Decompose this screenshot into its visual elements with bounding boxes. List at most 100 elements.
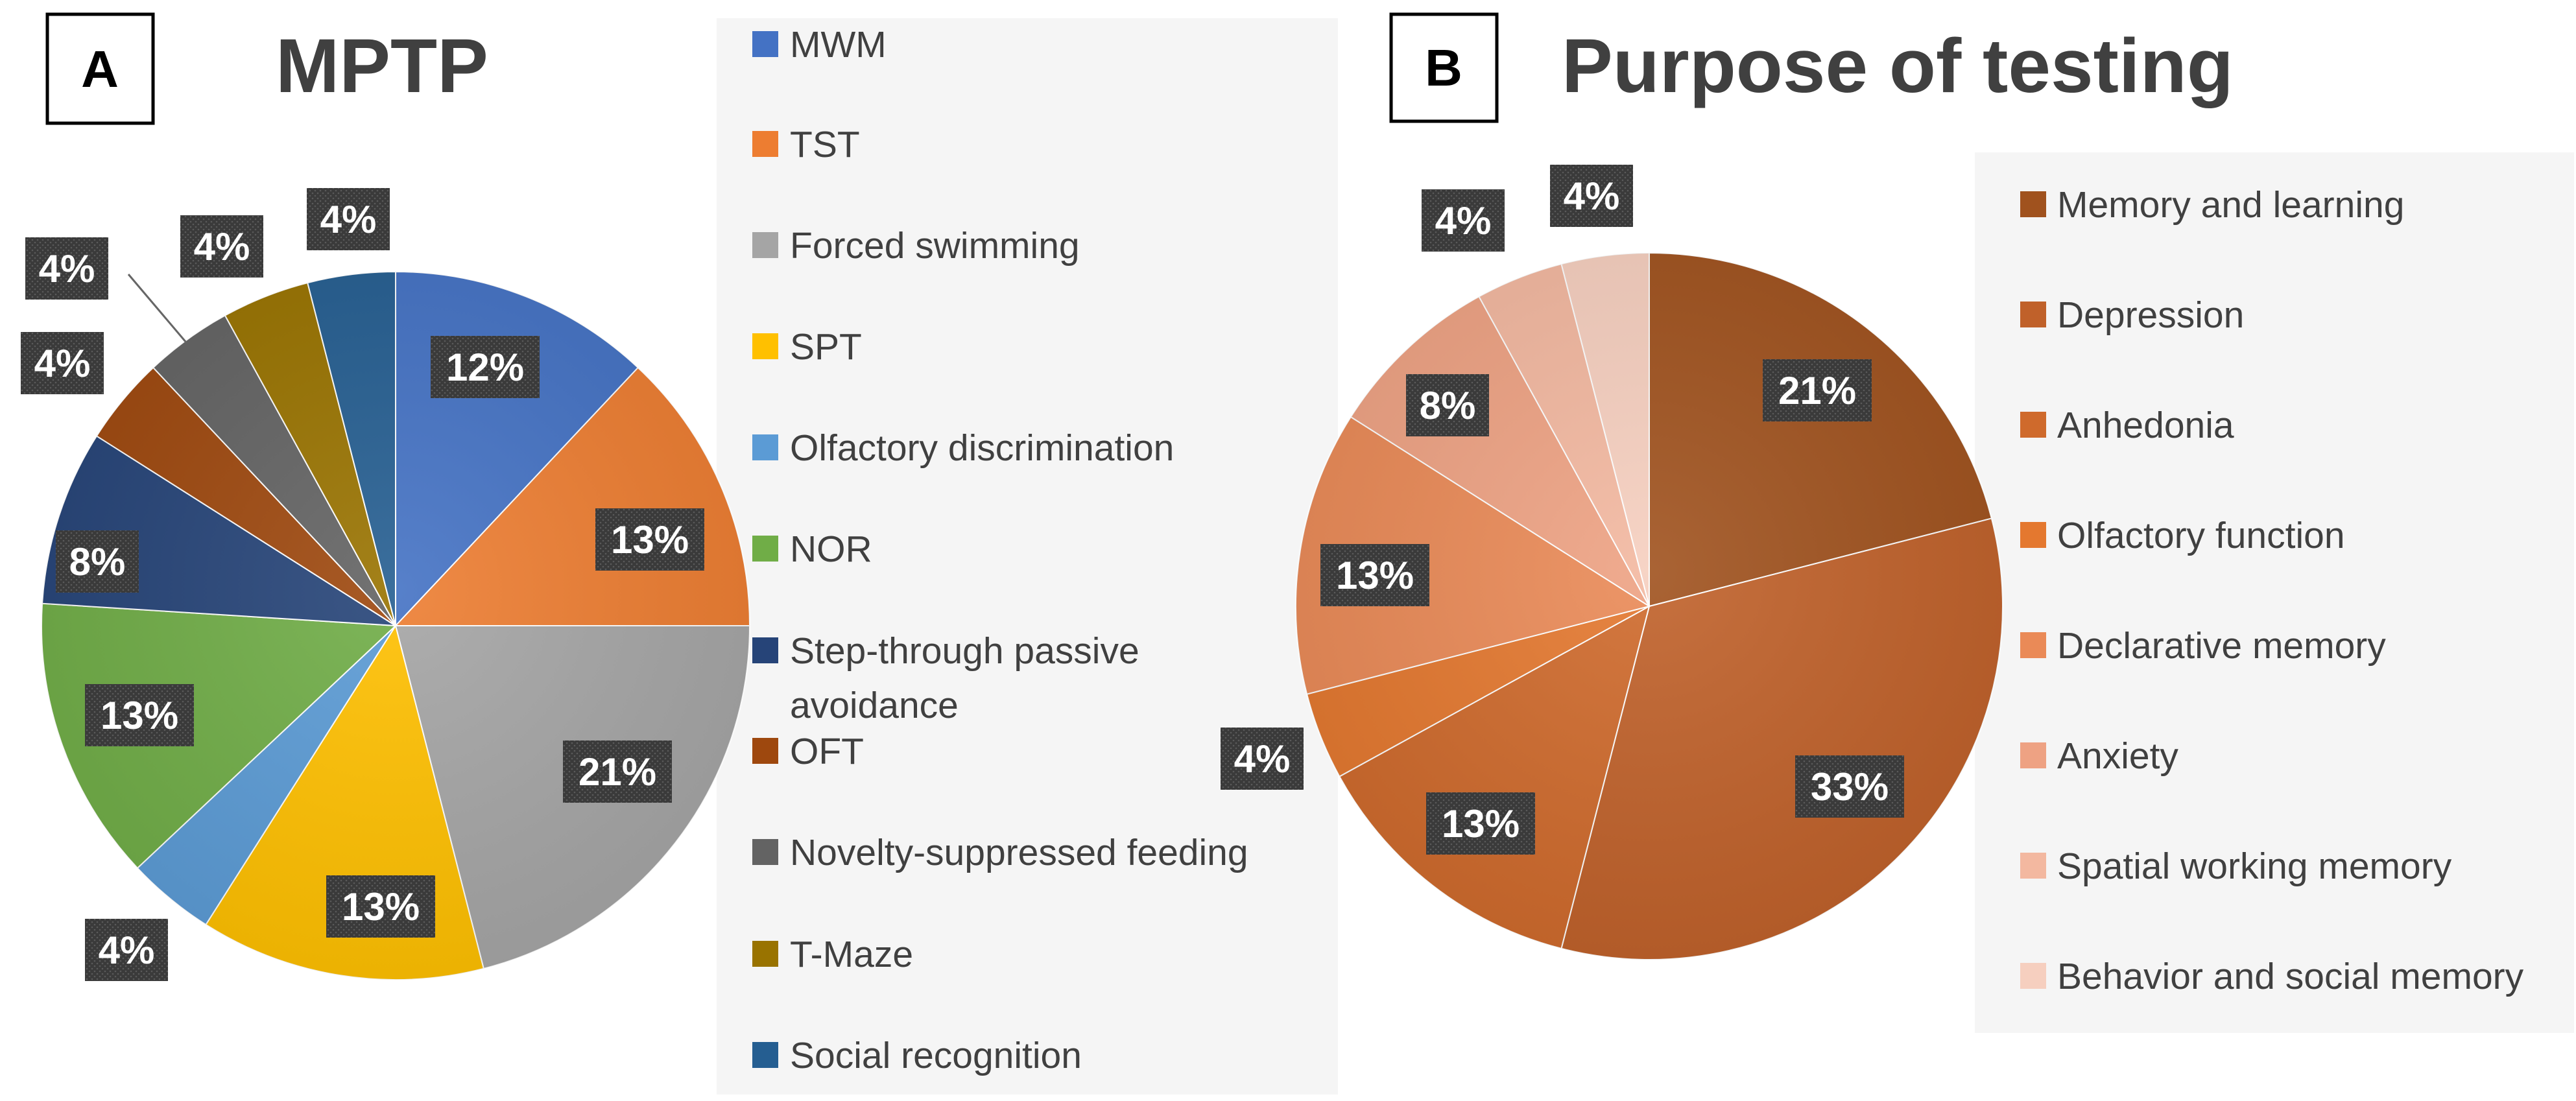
legend-label: NOR <box>790 528 872 570</box>
data-label-background <box>180 215 263 278</box>
panel-a-data-label-forced-swimming: 21% <box>563 740 672 803</box>
panel-a-data-label-olfactory-discrimination: 4% <box>85 919 168 981</box>
panel-b: B Purpose of testing Memory and learning… <box>1221 12 2574 1033</box>
panel-a-title: MPTP <box>276 23 488 109</box>
legend-label: TST <box>790 124 860 165</box>
legend-label: Olfactory discrimination <box>790 427 1174 469</box>
data-label-text: 4% <box>1234 737 1291 781</box>
panel-a-data-label-tst: 13% <box>595 508 704 571</box>
panel-a-data-label-novelty-suppressed-feeding: 4% <box>25 237 108 300</box>
data-label-background <box>85 684 194 746</box>
legend-swatch <box>752 536 778 562</box>
panel-a: A MPTP MWM TST Forced swimming SPT Olfactory… <box>21 12 1338 1095</box>
panel-a-legend-item-spt: SPT <box>752 326 862 368</box>
legend-label: Anhedonia <box>2057 405 2234 446</box>
data-label-background <box>1550 165 1633 227</box>
data-label-text: 12% <box>446 346 524 389</box>
panel-b-legend-item-depression: Depression <box>2020 294 2244 336</box>
panel-b-legend-item-anhedonia: Anhedonia <box>2020 405 2234 446</box>
panel-a-data-labels: 12% 13% 21% 13% 4% 13% 8% 4% 4% 4% 4% <box>21 188 704 981</box>
panel-b-data-label-declarative-memory: 13% <box>1320 544 1429 606</box>
data-label-background <box>1422 189 1505 252</box>
data-label-background <box>595 508 704 571</box>
legend-swatch <box>752 637 778 663</box>
panel-a-data-label-spt: 13% <box>326 875 435 938</box>
legend-swatch <box>2020 191 2046 217</box>
data-label-background <box>431 336 540 398</box>
legend-swatch <box>752 1042 778 1068</box>
panel-b-data-label-olfactory-function: 4% <box>1221 728 1304 790</box>
panel-a-legend-item-step-through-passive-avoidance: Step-through passive avoidance <box>752 630 1139 726</box>
panel-a-legend-item-social-recognition: Social recognition <box>752 1035 1082 1076</box>
panel-b-legend: Memory and learning Depression Anhedonia Ol… <box>2020 184 2524 997</box>
legend-swatch <box>2020 522 2046 548</box>
panel-a-letter-box <box>45 12 155 125</box>
panel-b-data-label-anxiety: 8% <box>1406 374 1489 436</box>
legend-label: OFT <box>790 731 864 772</box>
data-label-text: 4% <box>320 198 377 241</box>
legend-swatch <box>752 333 778 359</box>
panel-a-leader-line <box>127 274 187 343</box>
legend-label: Behavior and social memory <box>2057 956 2524 997</box>
data-label-text: 33% <box>1811 765 1889 809</box>
data-label-text: 13% <box>611 518 689 562</box>
legend-label: Step-through passive avoidance <box>790 630 1139 726</box>
legend-swatch <box>2020 632 2046 658</box>
panel-a-data-label-mwm: 12% <box>431 336 540 398</box>
data-label-text: 4% <box>99 929 155 972</box>
legend-swatch <box>2020 302 2046 327</box>
legend-swatch <box>2020 742 2046 768</box>
panel-b-data-labels: 21% 33% 13% 4% 13% 8% 4% 4% <box>1221 165 1904 855</box>
data-label-background <box>1763 359 1872 421</box>
data-label-background <box>85 919 168 981</box>
panel-a-legend-item-forced-swimming: Forced swimming <box>752 225 1080 266</box>
panel-b-legend-item-memory-and-learning: Memory and learning <box>2020 184 2404 226</box>
data-label-text: 4% <box>1435 199 1492 243</box>
panel-a-legend-item-oft: OFT <box>752 731 864 772</box>
legend-swatch <box>752 232 778 258</box>
panel-a-data-label-t-maze: 4% <box>180 215 263 278</box>
legend-swatch <box>752 941 778 967</box>
panel-b-legend-item-declarative-memory: Declarative memory <box>2020 625 2386 667</box>
panel-a-letter: A <box>81 40 119 98</box>
data-label-background <box>1426 792 1535 855</box>
data-label-background <box>1406 374 1489 436</box>
data-label-background <box>1795 755 1904 818</box>
data-label-background <box>1221 728 1304 790</box>
panel-a-data-label-social-recognition: 4% <box>307 188 390 250</box>
panel-a-legend-item-tst: TST <box>752 124 860 165</box>
panel-b-data-label-spatial-working-memory: 4% <box>1422 189 1505 252</box>
data-label-background <box>1320 544 1429 606</box>
data-label-background <box>21 332 104 394</box>
panel-a-pie <box>41 270 751 980</box>
data-label-text: 4% <box>39 247 95 290</box>
data-label-background <box>25 237 108 300</box>
data-label-text: 13% <box>1336 554 1414 597</box>
panel-b-data-label-behavior-and-social-memory: 4% <box>1550 165 1633 227</box>
data-label-text: 13% <box>342 885 420 929</box>
data-label-text: 21% <box>578 750 656 794</box>
legend-label: SPT <box>790 326 862 368</box>
legend-swatch <box>752 31 778 57</box>
legend-swatch <box>752 738 778 764</box>
panel-a-legend-item-olfactory-discrimination: Olfactory discrimination <box>752 427 1174 469</box>
legend-swatch <box>752 434 778 460</box>
legend-swatch <box>2020 853 2046 879</box>
legend-label: Olfactory function <box>2057 515 2345 556</box>
legend-label: Declarative memory <box>2057 625 2386 667</box>
legend-label: Memory and learning <box>2057 184 2404 226</box>
legend-swatch <box>2020 963 2046 989</box>
legend-label: Novelty-suppressed feeding <box>790 832 1248 873</box>
data-label-background <box>307 188 390 250</box>
panel-b-data-label-anhedonia: 13% <box>1426 792 1535 855</box>
panel-a-legend: MWM TST Forced swimming SPT Olfactory discri… <box>752 24 1248 1076</box>
panel-b-legend-item-olfactory-function: Olfactory function <box>2020 515 2345 556</box>
legend-label: Social recognition <box>790 1035 1082 1076</box>
legend-swatch <box>752 131 778 157</box>
panel-a-legend-background <box>717 18 1338 1095</box>
panel-b-legend-item-anxiety: Anxiety <box>2020 735 2178 777</box>
data-label-background <box>326 875 435 938</box>
data-label-background <box>563 740 672 803</box>
data-label-text: 4% <box>34 342 91 385</box>
data-label-text: 4% <box>1564 174 1620 218</box>
